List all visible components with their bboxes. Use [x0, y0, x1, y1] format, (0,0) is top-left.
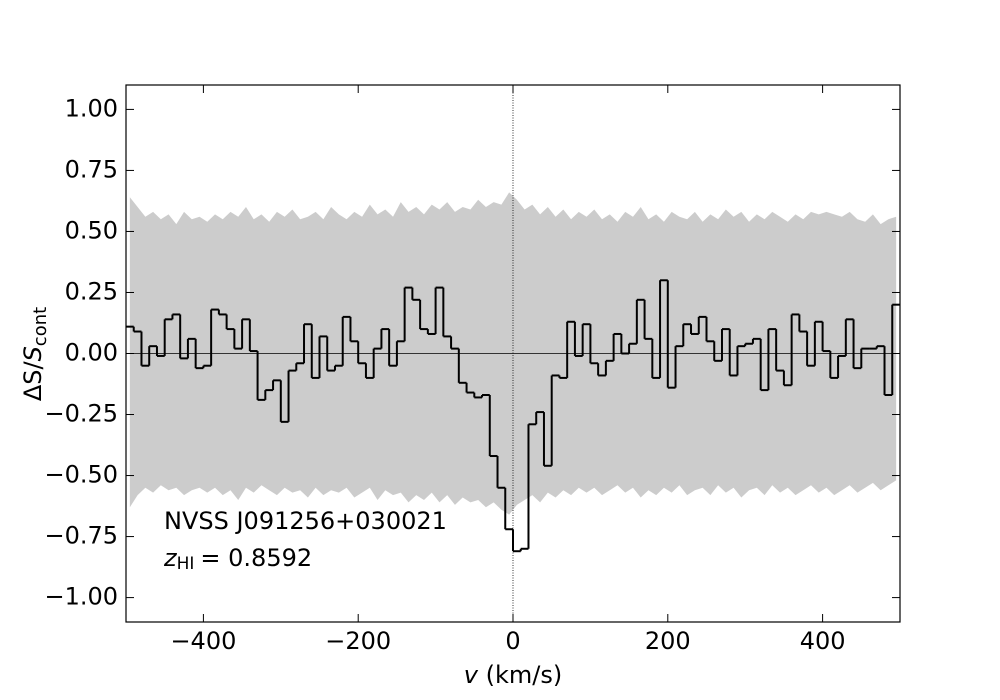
redshift-sub: HI: [177, 554, 195, 574]
x-tick-label: 400: [800, 627, 846, 655]
y-label-sub: cont: [30, 307, 51, 346]
y-tick-label: 0.50: [65, 216, 118, 244]
y-tick-label: −0.75: [44, 522, 118, 550]
redshift-label: zHI = 0.8592: [163, 544, 312, 574]
x-label-unit: (km/s): [486, 661, 563, 689]
x-axis-label: v (km/s): [464, 661, 562, 689]
y-tick-label: 0.25: [65, 277, 118, 305]
y-axis-label: ΔS/Scont: [19, 307, 51, 401]
source-name: NVSS J091256+030021: [164, 507, 447, 535]
x-tick-label: 200: [645, 627, 691, 655]
redshift-value: = 0.8592: [200, 544, 312, 572]
y-tick-label: 0.00: [65, 339, 118, 367]
y-tick-label: −0.50: [44, 461, 118, 489]
y-tick-label: −0.25: [44, 400, 118, 428]
y-label-main: ΔS/: [19, 361, 47, 402]
x-label-var: v: [464, 661, 479, 689]
y-tick-label: −1.00: [44, 583, 118, 611]
x-tick-label: −200: [325, 627, 391, 655]
x-tick-label: −400: [170, 627, 236, 655]
redshift-var: z: [163, 544, 178, 572]
y-tick-label: 0.75: [65, 155, 118, 183]
y-label-var: S: [19, 346, 47, 361]
y-tick-label: 1.00: [65, 94, 118, 122]
x-tick-label: 0: [505, 627, 520, 655]
